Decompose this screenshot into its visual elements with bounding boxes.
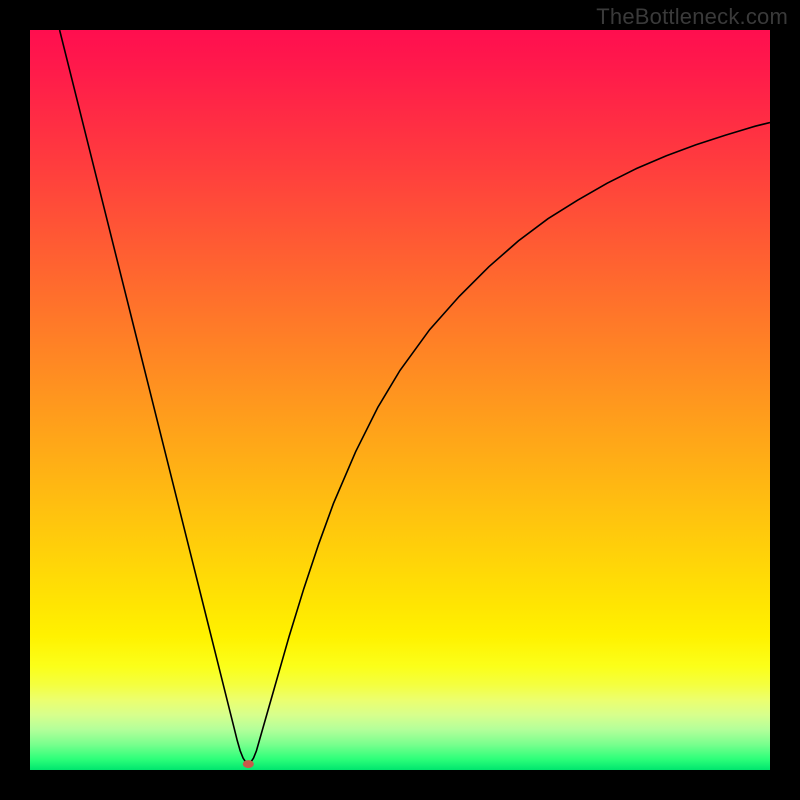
plot-area: [30, 30, 770, 770]
chart-frame: TheBottleneck.com: [0, 0, 800, 800]
bottleneck-curve: [60, 30, 770, 764]
curve-layer: [30, 30, 770, 770]
watermark-text: TheBottleneck.com: [596, 4, 788, 30]
minimum-marker: [243, 760, 254, 768]
